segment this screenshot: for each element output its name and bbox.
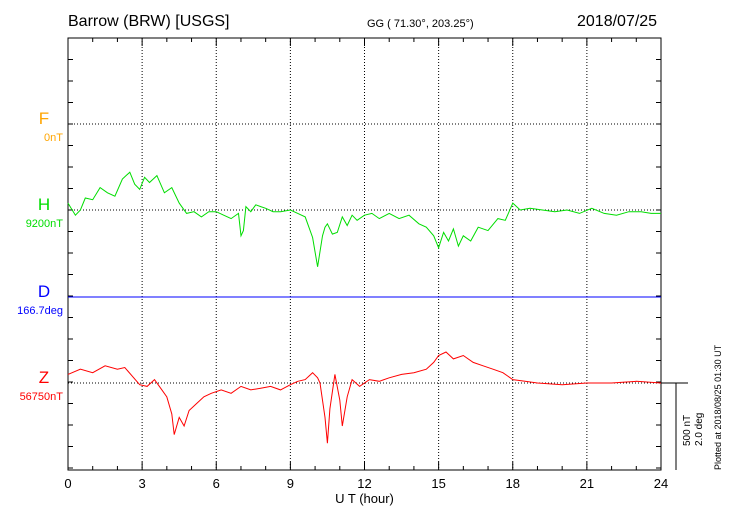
- series-baseline-d: 166.7deg: [17, 305, 63, 317]
- x-tick-label: 21: [580, 476, 594, 491]
- series-label-h: H: [38, 195, 50, 214]
- series-baseline-f: 0nT: [44, 132, 63, 144]
- x-tick-label: 3: [139, 476, 146, 491]
- x-tick-label: 12: [357, 476, 371, 491]
- x-tick-label: 15: [431, 476, 445, 491]
- series-label-f: F: [39, 109, 49, 128]
- series-baseline-z: 56750nT: [20, 391, 64, 403]
- series-label-d: D: [38, 282, 50, 301]
- x-tick-label: 18: [506, 476, 520, 491]
- date-label: 2018/07/25: [577, 13, 658, 30]
- x-tick-label: 9: [287, 476, 294, 491]
- series-line-z: [67, 351, 662, 444]
- x-tick-label: 6: [213, 476, 220, 491]
- coordinates-label: GG ( 71.30°, 203.25°): [367, 18, 474, 30]
- x-tick-label: 0: [64, 476, 71, 491]
- series-baseline-h: 9200nT: [26, 218, 64, 230]
- series-line-h: [67, 171, 661, 267]
- chart-series: [67, 171, 662, 444]
- x-axis-label: U T (hour): [335, 491, 394, 506]
- x-tick-label: 24: [654, 476, 668, 491]
- chart-labels: 0 3 6 9 12 15 18 21 24 U T (hour) F 0nT H 9200nT D 166.…: [17, 109, 668, 506]
- station-title: Barrow (BRW) [USGS]: [68, 13, 230, 30]
- series-label-z: Z: [39, 368, 49, 387]
- chart-grid: [67, 37, 688, 471]
